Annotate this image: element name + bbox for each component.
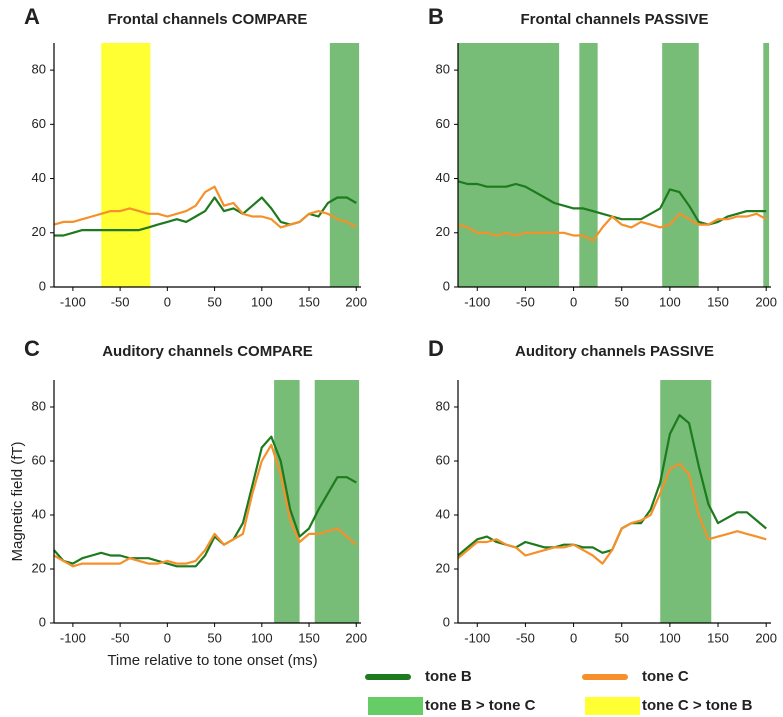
x-tick-label: 200 xyxy=(345,294,367,309)
significance-region xyxy=(763,43,770,287)
y-axis-label: Magnetic field (fT) xyxy=(9,441,26,561)
legend-label: tone B xyxy=(425,668,472,685)
x-tick-label: 150 xyxy=(707,630,729,645)
y-tick-label: 60 xyxy=(436,116,450,131)
legend-label: tone C xyxy=(642,668,689,685)
y-tick-label: 80 xyxy=(436,62,450,77)
legend-swatch xyxy=(368,697,423,715)
y-tick-label: 60 xyxy=(32,452,46,467)
x-tick-label: -50 xyxy=(111,294,130,309)
significance-region xyxy=(662,43,699,287)
y-tick-label: 60 xyxy=(32,116,46,131)
x-tick-label: 0 xyxy=(570,630,577,645)
panel: 0 20 40 60 80 -100 -50 0 50 100 150 200 A Frontal cha… xyxy=(24,4,367,310)
significance-region xyxy=(579,43,598,287)
y-tick-label: 20 xyxy=(32,560,46,575)
y-tick-label: 60 xyxy=(436,452,450,467)
panel: 0 20 40 60 80 -100 -50 0 50 100 150 200 C Auditory ch… xyxy=(9,336,367,669)
panel-letter: C xyxy=(24,336,40,361)
x-tick-label: 0 xyxy=(164,294,171,309)
significance-region xyxy=(329,43,360,287)
x-tick-label: -50 xyxy=(516,630,535,645)
y-tick-label: 40 xyxy=(436,506,450,521)
legend-label: tone C > tone B xyxy=(642,697,753,714)
x-tick-label: 200 xyxy=(755,630,777,645)
x-tick-label: 100 xyxy=(659,294,681,309)
panel-letter: B xyxy=(428,4,444,29)
x-tick-label: 150 xyxy=(298,630,320,645)
y-tick-label: 0 xyxy=(39,614,46,629)
chart-title: Frontal channels PASSIVE xyxy=(520,11,708,28)
x-tick-label: -100 xyxy=(60,630,86,645)
panel: 0 20 40 60 80 -100 -50 0 50 100 150 200 B Frontal cha… xyxy=(428,4,777,310)
y-tick-label: 20 xyxy=(32,224,46,239)
x-tick-label: 0 xyxy=(570,294,577,309)
x-tick-label: -100 xyxy=(464,630,490,645)
y-tick-label: 0 xyxy=(443,278,450,293)
x-tick-label: -50 xyxy=(516,294,535,309)
series-line xyxy=(457,212,767,242)
panel-letter: D xyxy=(428,336,444,361)
y-tick-label: 40 xyxy=(32,170,46,185)
chart-title: Auditory channels PASSIVE xyxy=(515,343,714,360)
panel: 0 20 40 60 80 -100 -50 0 50 100 150 200 D Auditory ch… xyxy=(428,336,777,646)
x-tick-label: 0 xyxy=(164,630,171,645)
series-line xyxy=(53,435,357,568)
legend-swatch xyxy=(585,697,640,715)
y-tick-label: 20 xyxy=(436,560,450,575)
y-tick-label: 80 xyxy=(436,398,450,413)
significance-region xyxy=(458,43,560,287)
series-line xyxy=(54,196,357,237)
y-tick-label: 80 xyxy=(32,62,46,77)
significance-region xyxy=(101,43,151,287)
x-tick-label: 150 xyxy=(707,294,729,309)
significance-region xyxy=(660,380,712,623)
series-line xyxy=(457,462,767,565)
x-tick-label: 150 xyxy=(298,294,320,309)
legend-label: tone B > tone C xyxy=(425,697,536,714)
x-tick-label: -100 xyxy=(60,294,86,309)
y-tick-label: 20 xyxy=(436,224,450,239)
x-tick-label: 200 xyxy=(345,630,367,645)
x-tick-label: 50 xyxy=(207,294,221,309)
x-tick-label: 100 xyxy=(251,630,273,645)
series-line xyxy=(457,414,767,557)
x-tick-label: 50 xyxy=(207,630,221,645)
chart-title: Frontal channels COMPARE xyxy=(108,11,308,28)
y-tick-label: 80 xyxy=(32,398,46,413)
x-axis-label: Time relative to tone onset (ms) xyxy=(107,652,317,669)
series-line xyxy=(53,185,357,229)
chart-title: Auditory channels COMPARE xyxy=(102,343,313,360)
x-tick-label: 100 xyxy=(251,294,273,309)
x-tick-label: 200 xyxy=(755,294,777,309)
x-tick-label: -100 xyxy=(464,294,490,309)
y-tick-label: 0 xyxy=(39,278,46,293)
x-tick-label: -50 xyxy=(111,630,130,645)
y-tick-label: 40 xyxy=(436,170,450,185)
y-tick-label: 0 xyxy=(443,614,450,629)
x-tick-label: 50 xyxy=(614,630,628,645)
panel-letter: A xyxy=(24,4,40,29)
y-tick-label: 40 xyxy=(32,506,46,521)
x-tick-label: 50 xyxy=(614,294,628,309)
x-tick-label: 100 xyxy=(659,630,681,645)
significance-region xyxy=(314,380,360,623)
series-line xyxy=(53,443,358,568)
